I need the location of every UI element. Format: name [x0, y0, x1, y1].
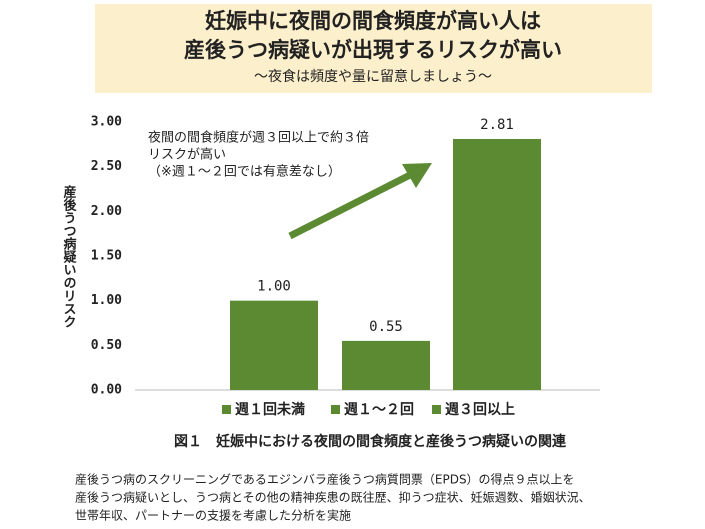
legend-swatch: [432, 405, 441, 414]
bar: [342, 340, 430, 390]
legend-label: 週１～２回: [344, 402, 414, 418]
y-tick-label: 1.50: [91, 249, 122, 264]
y-axis-label: 産後うつ病疑いのリスク: [61, 184, 77, 328]
annotation: 夜間の間食頻度が週３回以上で約３倍: [148, 130, 369, 146]
annotation: （※週１～２回では有意差なし）: [148, 164, 341, 180]
y-tick-label: 0.50: [91, 338, 122, 353]
data-label: 0.55: [369, 319, 403, 335]
bar: [453, 138, 541, 390]
y-tick-label: 2.00: [91, 204, 122, 219]
title-box: [95, 4, 652, 93]
note: 産後うつ病のスクリーニングであるエジンバラ産後うつ病質問票（EPDS）の得点９点…: [75, 472, 575, 487]
data-label: 2.81: [480, 117, 514, 133]
bar: [230, 300, 318, 390]
y-tick-label: 0.00: [91, 383, 122, 398]
caption: 図１ 妊娠中における夜間の間食頻度と産後うつ病疑いの関連: [174, 433, 567, 450]
annotation: リスクが高い: [148, 147, 226, 163]
y-tick-label: 3.00: [91, 115, 122, 130]
data-label: 1.00: [257, 279, 291, 295]
y-tick-label: 1.00: [91, 293, 122, 308]
note: 世帯年収、パートナーの支援を考慮した分析を実施: [75, 508, 351, 523]
legend-label: 週１回未満: [235, 401, 305, 418]
chart-title: 妊娠中に夜間の間食頻度が高い人は: [205, 9, 541, 33]
arrow: [288, 170, 414, 240]
legend-swatch: [331, 405, 340, 414]
chart-subtitle: ～夜食は頻度や量に留意しましょう～: [254, 68, 492, 85]
y-tick-label: 2.50: [91, 159, 122, 174]
legend-label: 週３回以上: [445, 402, 515, 418]
arrow-head: [402, 163, 432, 188]
note: 産後うつ病疑いとし、うつ病とその他の精神疾患の既往歴、抑うつ症状、妊娠週数、婚姻…: [75, 490, 591, 505]
chart-title: 産後うつ病疑いが出現するリスクが高い: [184, 38, 562, 62]
legend-swatch: [222, 405, 231, 414]
